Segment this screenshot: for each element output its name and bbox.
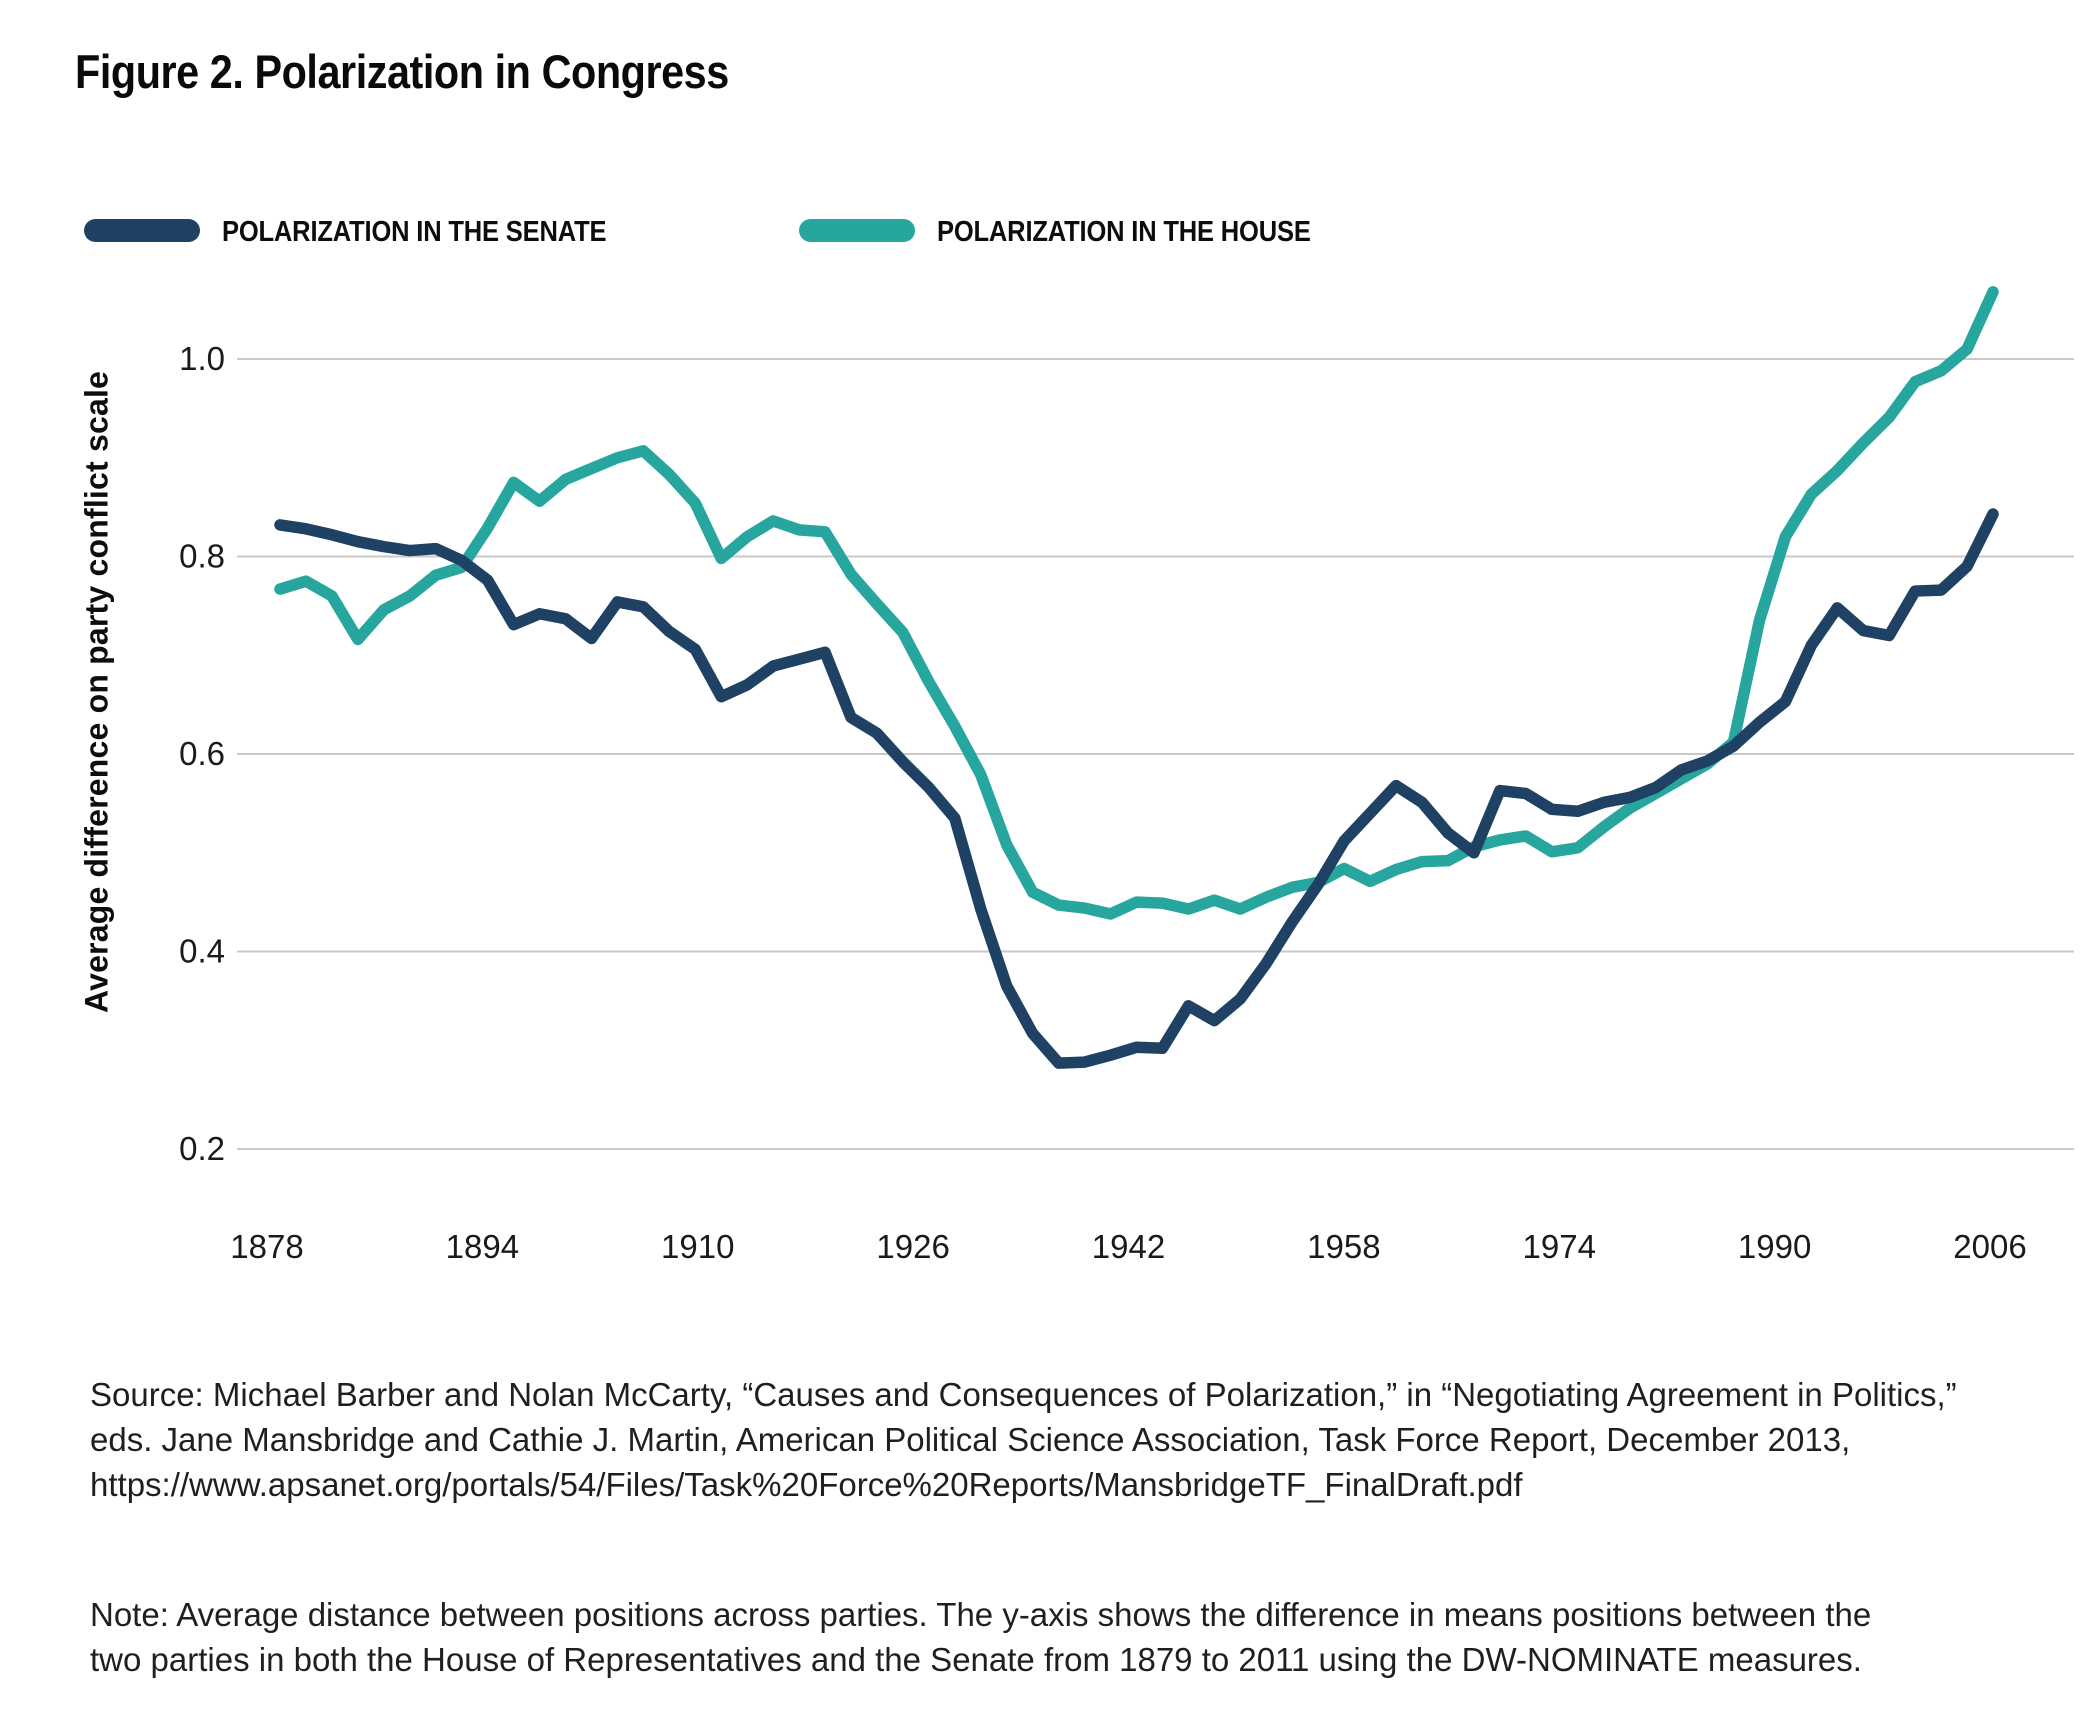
source-line: Source: Michael Barber and Nolan McCarty… [90, 1376, 1957, 1413]
legend-label-senate: POLARIZATION IN THE SENATE [222, 216, 607, 248]
y-tick-label: 0.6 [179, 735, 225, 772]
y-tick-label: 0.8 [179, 538, 225, 575]
source-line: eds. Jane Mansbridge and Cathie J. Marti… [90, 1421, 1851, 1458]
senate-line-swatch [84, 219, 200, 242]
senate-line [274, 508, 1999, 1069]
x-tick-label: 1974 [1523, 1228, 1596, 1265]
note-line: Note: Average distance between positions… [90, 1596, 1872, 1633]
x-tick-label: 1894 [446, 1228, 519, 1265]
y-tick-label: 0.2 [179, 1130, 225, 1167]
x-tick-label: 1990 [1738, 1228, 1811, 1265]
figure-title: Figure 2. Polarization in Congress [75, 44, 818, 99]
figure-title-text: Figure 2. Polarization in Congress [75, 45, 729, 98]
x-tick-label: 1958 [1307, 1228, 1380, 1265]
figure-note: Note: Average distance between positions… [90, 1592, 1871, 1682]
note-line: two parties in both the House of Represe… [90, 1641, 1862, 1678]
house-line-swatch [799, 219, 915, 242]
source-citation: Source: Michael Barber and Nolan McCarty… [90, 1372, 1957, 1507]
y-tick-label: 1.0 [179, 340, 225, 377]
x-tick-label: 2006 [1953, 1228, 2026, 1265]
x-tick-label: 1878 [230, 1228, 303, 1265]
legend-label-house: POLARIZATION IN THE HOUSE [937, 216, 1311, 248]
y-tick-label: 0.4 [179, 933, 225, 970]
house-line [274, 286, 1999, 920]
x-tick-label: 1910 [661, 1228, 734, 1265]
x-tick-label: 1926 [876, 1228, 949, 1265]
x-tick-label: 1942 [1092, 1228, 1165, 1265]
source-url: https://www.apsanet.org/portals/54/Files… [90, 1466, 1523, 1503]
